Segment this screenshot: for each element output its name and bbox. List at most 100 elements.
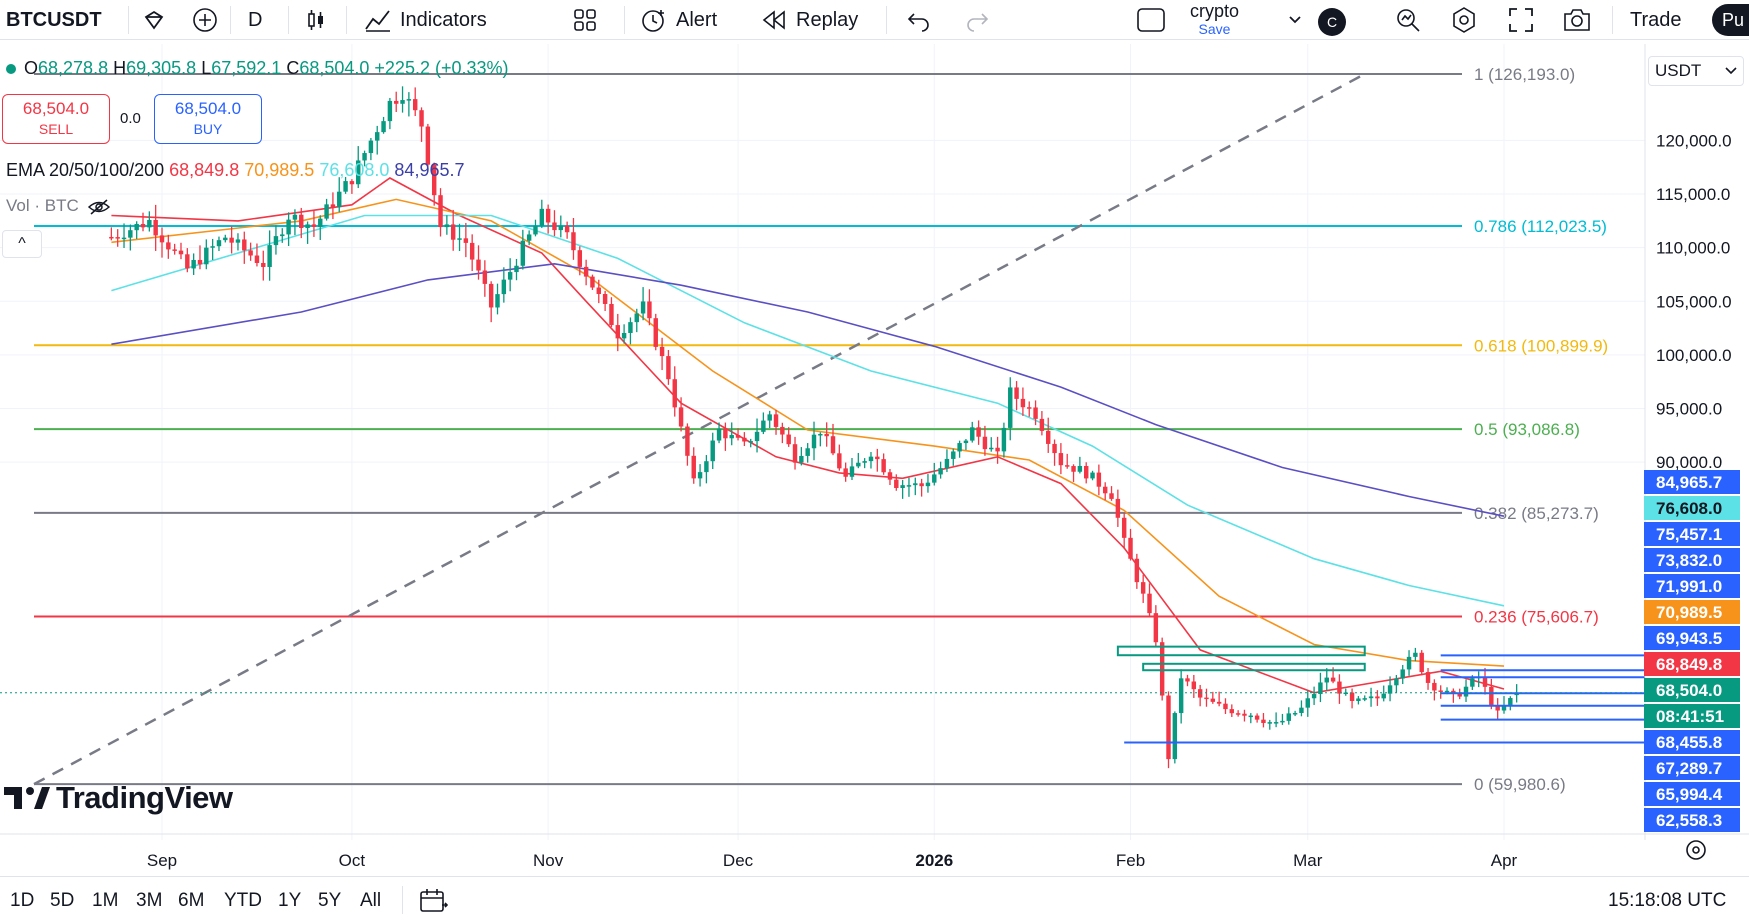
price-chart[interactable]: 1 (126,193.0) 0.786 (112,023.5) 0.618 (100… [0,44,1749,874]
candle-body [577,250,583,267]
candle-body [172,249,177,251]
clock-utc[interactable]: 15:18:08 UTC [1608,890,1727,911]
candle [995,436,1000,464]
ema-legend[interactable]: EMA 20/50/100/200 68,849.8 70,989.5 76,6… [6,160,465,181]
candle-body [533,225,538,235]
candle-body [1065,465,1070,467]
interval-button[interactable]: D [248,8,263,31]
range-1d[interactable]: 1D [10,890,35,911]
fib-level-label: 0 (59,980.6) [1474,775,1566,794]
candle [1128,528,1133,561]
save-layout-button[interactable]: crypto Save [1190,0,1239,40]
candle [178,242,184,260]
layouts-icon[interactable] [572,0,598,40]
hidden-eye-icon[interactable] [87,198,111,216]
candle [875,448,880,472]
open-value: 68,278.8 [38,58,109,78]
candle-body [685,426,690,456]
volume-legend[interactable]: Vol · BTC [6,196,111,216]
redo-icon[interactable] [964,0,990,40]
range-5y[interactable]: 5Y [318,890,342,911]
candle [577,246,583,276]
candle-body [583,266,589,277]
candle [1495,698,1500,721]
candle [166,234,171,259]
candle-body [628,322,633,333]
candle-body [868,456,874,462]
compare-icon[interactable] [142,0,166,40]
fullscreen-icon[interactable] [1508,0,1534,40]
range-6m[interactable]: 6M [178,890,205,911]
candle-body [185,254,190,269]
axis-settings-icon[interactable] [1684,838,1708,867]
buy-button[interactable]: 68,504.0 BUY [154,94,262,144]
price-tick-label: 105,000.0 [1656,292,1732,311]
candle [792,436,798,470]
range-all[interactable]: All [360,890,382,911]
fib-level-label: 1 (126,193.0) [1474,65,1575,84]
add-symbol-icon[interactable] [192,0,218,40]
candle-body [837,453,842,469]
candle [1419,650,1424,676]
range-3m[interactable]: 3M [136,890,163,911]
candle [1273,712,1279,728]
collapse-legend-button[interactable]: ^ [2,230,42,258]
alert-button[interactable]: Alert [640,0,717,40]
candle [900,480,905,499]
candle [216,236,222,252]
candle-body [989,447,994,450]
candle-body [115,237,120,239]
candle-body [1014,387,1019,399]
sell-button[interactable]: 68,504.0 SELL [2,94,110,144]
candle-body [773,414,779,427]
publish-button[interactable]: Pu [1712,4,1749,36]
candle [501,267,507,303]
candle [1102,482,1108,501]
currency-select[interactable]: USDT [1648,56,1744,86]
candle [710,432,715,470]
candle-body [691,455,696,479]
undo-icon[interactable] [906,0,932,40]
candle-body [1508,698,1513,706]
candle-body [242,239,247,251]
candle-body [634,313,639,323]
candle [1463,679,1469,702]
settings-gear-icon[interactable] [1450,0,1478,40]
candles-icon[interactable] [304,0,328,40]
layout-square-icon[interactable] [1136,0,1166,40]
range-1y[interactable]: 1Y [278,890,302,911]
candle [697,464,703,487]
trade-button[interactable]: Trade [1630,8,1682,31]
indicators-button[interactable]: Indicators [364,0,487,40]
range-ytd[interactable]: YTD [224,890,262,911]
candle [457,223,462,251]
candle [463,222,469,258]
candle-body [1020,398,1026,408]
candle-body [830,436,836,454]
candle-body [463,238,469,243]
price-label-text: 68,455.8 [1656,733,1722,752]
range-5d[interactable]: 5D [50,890,75,911]
symbol-search[interactable]: BTCUSDT [6,8,102,31]
candle [1052,439,1057,466]
goto-date-icon[interactable] [418,886,448,914]
tradingview-logo-text: TradingView [56,780,233,815]
candle [1299,700,1304,717]
quick-search-icon[interactable] [1394,0,1422,40]
range-1m[interactable]: 1M [92,890,119,911]
candle-body [621,332,627,339]
candle [349,179,355,194]
candle [925,474,931,493]
replay-button[interactable]: Replay [760,0,858,40]
candle-body [881,459,886,473]
camera-icon[interactable] [1562,0,1592,40]
price-label: 84,965.7 [1644,470,1740,494]
candle [818,432,823,447]
candle [754,418,760,453]
chevron-down-icon[interactable] [1288,0,1302,40]
candle [140,212,146,232]
avatar[interactable]: C [1318,8,1346,36]
candle [1349,688,1355,709]
sell-label: SELL [38,121,74,137]
candle [381,116,386,134]
